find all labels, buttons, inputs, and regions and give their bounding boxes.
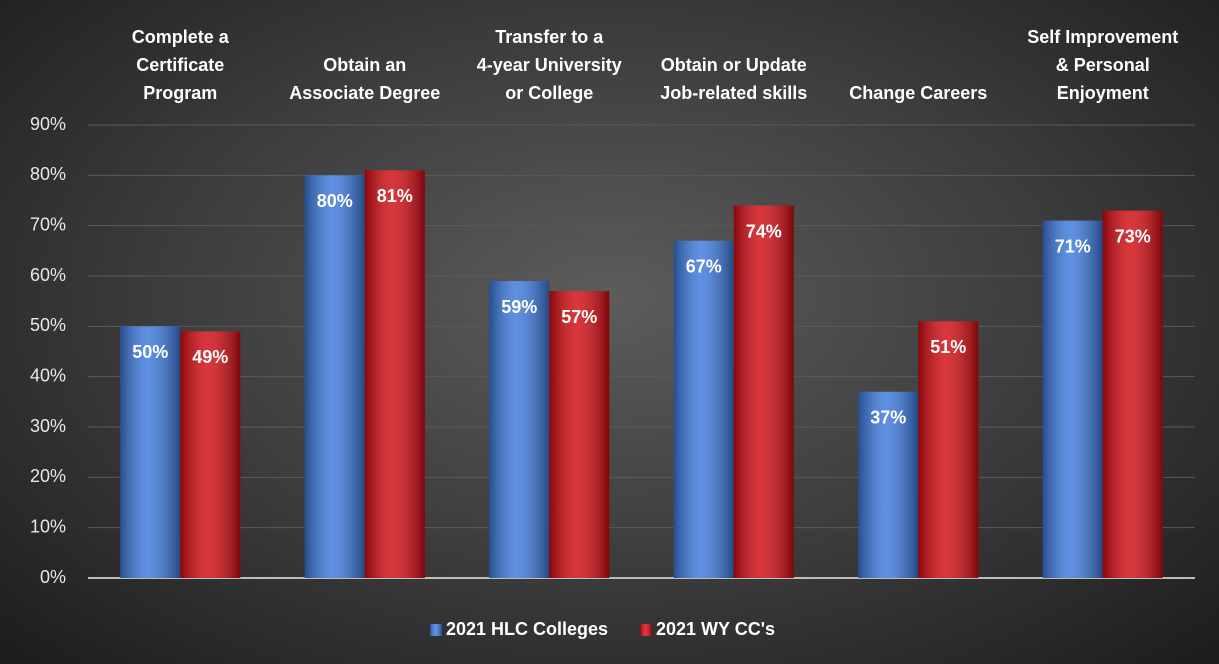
y-tick-label: 40%: [30, 365, 66, 385]
y-tick-label: 70%: [30, 214, 66, 234]
data-label: 80%: [317, 191, 353, 211]
data-label: 81%: [377, 186, 413, 206]
bar-shade: [1102, 210, 1163, 579]
y-tick-label: 0%: [40, 567, 66, 587]
y-tick-label: 60%: [30, 265, 66, 285]
y-tick-label: 80%: [30, 164, 66, 184]
data-label: 67%: [686, 257, 722, 277]
bar-shade: [364, 170, 425, 579]
legend-label: 2021 WY CC's: [656, 619, 775, 639]
bar-shade: [180, 331, 241, 578]
legend-label: 2021 HLC Colleges: [446, 619, 608, 639]
category-label: Obtain an Associate Degree: [289, 55, 441, 103]
y-tick-label: 90%: [30, 114, 66, 134]
category-label: Complete a Certificate Program: [131, 27, 229, 103]
category-label: Self Improvement & Personal Enjoyment: [1027, 27, 1179, 103]
y-tick-label: 50%: [30, 315, 66, 335]
category-label: Change Careers: [849, 83, 988, 103]
bar-shade: [918, 321, 979, 578]
data-label: 59%: [501, 297, 537, 317]
bar-shade: [858, 391, 919, 578]
data-label: 57%: [561, 307, 597, 327]
data-label: 51%: [930, 337, 966, 357]
data-label: 74%: [746, 221, 782, 241]
data-label: 49%: [192, 347, 228, 367]
bar-shade: [1042, 220, 1103, 578]
data-label: 50%: [132, 342, 168, 362]
data-label: 37%: [870, 408, 906, 428]
data-label: 73%: [1115, 226, 1151, 246]
bar-shade: [733, 205, 794, 579]
y-tick-label: 30%: [30, 416, 66, 436]
bar-shade: [120, 326, 181, 578]
bar-shade: [549, 291, 610, 578]
category-label: Obtain or Update Job-related skills: [660, 55, 808, 103]
bar-shade: [489, 281, 550, 578]
bar-shade: [673, 240, 734, 578]
bar-shade: [304, 175, 365, 579]
y-tick-label: 20%: [30, 466, 66, 486]
legend-swatch-shade: [430, 624, 442, 636]
category-label: Transfer to a 4-year University or Colle…: [476, 27, 622, 103]
legend-swatch-shade: [640, 624, 652, 636]
y-tick-label: 10%: [30, 516, 66, 536]
data-label: 71%: [1055, 236, 1091, 256]
